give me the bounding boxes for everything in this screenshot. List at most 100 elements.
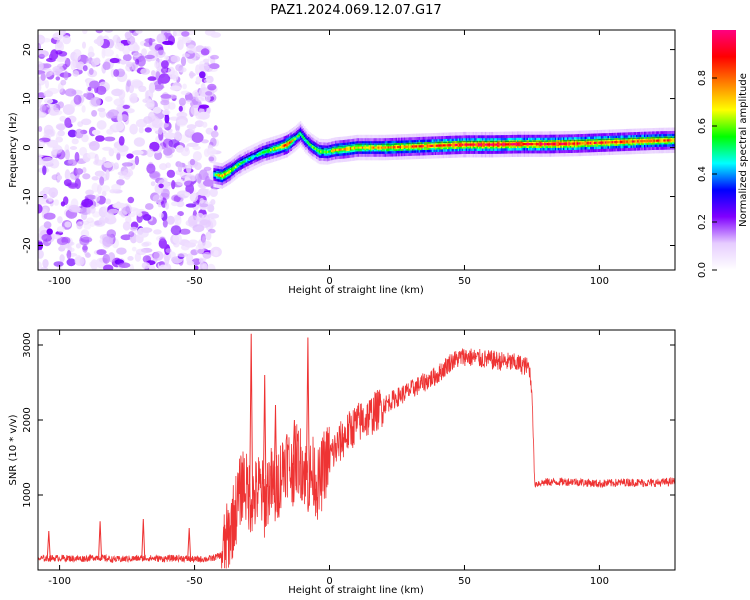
spectrogram-ridge-cell: [409, 145, 411, 148]
spectrogram-ridge-cell: [387, 146, 389, 149]
spectrogram-ridge-cell: [221, 174, 223, 178]
spectrogram-noise-blob: [90, 96, 102, 107]
spectrogram-noise-blob: [127, 256, 134, 261]
spectrogram-noise-blob: [89, 261, 97, 267]
spectrogram-ridge-cell: [618, 140, 620, 144]
spectrogram-noise-blob: [95, 30, 104, 34]
spectrogram-ridge-cell: [523, 143, 526, 146]
spectrogram-ridge-cell: [229, 170, 232, 173]
spectrogram-ridge-cell: [579, 142, 581, 145]
spectrogram-noise-blob: [91, 176, 99, 181]
spectrogram-ridge-cell: [444, 144, 446, 147]
spectrogram-ridge-cell: [334, 148, 337, 152]
spectrogram-noise-blob: [186, 124, 197, 130]
spectrogram-ridge-cell: [550, 142, 553, 146]
spectrogram-noise-blob: [171, 70, 179, 82]
spectrogram-noise-blob: [82, 30, 88, 35]
spectrogram-noise-blob: [159, 236, 166, 242]
spectrogram-noise-blob: [81, 198, 94, 208]
spectrogram-xtick-label: 50: [458, 276, 471, 287]
snr-plot-area: [38, 333, 675, 569]
spectrogram-noise-blob: [127, 213, 136, 218]
spectrogram-ridge-cell: [336, 148, 338, 151]
spectrogram-noise-blob: [119, 114, 129, 122]
spectrogram-ridge-cell: [232, 167, 234, 171]
spectrogram-noise-blob: [51, 234, 62, 240]
spectrogram-noise-blob: [138, 85, 147, 93]
spectrogram-ridge-cell: [617, 140, 619, 144]
snr-spike: [46, 530, 51, 561]
spectrogram-ridge-cell: [465, 143, 468, 146]
spectrogram-noise-blob: [136, 55, 146, 67]
spectrogram-ridge-cell: [285, 144, 287, 147]
spectrogram-ridge-cell: [510, 143, 512, 146]
spectrogram-noise-blob: [75, 243, 81, 249]
spectrogram-ridge-cell: [483, 143, 485, 146]
spectrogram-noise-blob: [62, 196, 69, 206]
spectrogram-ridge-cell: [669, 139, 672, 142]
spectrogram-ridge-cell: [457, 143, 460, 146]
spectrogram-noise-blob: [55, 54, 67, 63]
spectrogram-noise-blob: [161, 60, 169, 69]
spectrogram-ridge-cell: [378, 146, 380, 149]
snr-spike: [305, 337, 310, 499]
spectrogram-ytick-label: -10: [22, 188, 33, 204]
spectrogram-ridge-cell: [534, 143, 537, 146]
spectrogram-noise-blob: [172, 233, 182, 245]
spectrogram-ytick-label: 20: [22, 43, 33, 56]
spectrogram-noise-blob: [83, 93, 88, 98]
spectrogram-noise-blob: [168, 139, 180, 148]
spectrogram-ridge-cell: [411, 145, 414, 148]
figure-title: PAZ1.2024.069.12.07.G17: [270, 3, 441, 18]
spectrogram-ridge-cell: [282, 145, 284, 148]
spectrogram-ridge-cell: [515, 143, 518, 146]
spectrogram-noise-blob: [200, 48, 210, 56]
spectrogram-noise-blob: [82, 65, 88, 72]
spectrogram-noise-blob: [185, 219, 196, 227]
spectrogram-noise-blob: [155, 49, 166, 58]
snr-spike: [273, 404, 278, 511]
spectrogram-xtick-label: 100: [590, 276, 609, 287]
spectrogram-ridge-cell: [561, 142, 564, 145]
spectrogram-noise-blob: [43, 212, 56, 220]
spectrogram-ridge-cell: [650, 139, 653, 142]
spectrogram-ridge-cell: [395, 146, 398, 149]
snr-xtick-label: 100: [590, 576, 609, 587]
spectrogram-ridge-cell: [569, 142, 572, 145]
spectrogram-ridge-cell: [414, 145, 416, 148]
spectrogram-noise-blob: [143, 41, 153, 47]
spectrogram-ridge-cell: [467, 143, 469, 146]
spectrogram-noise-blob: [154, 60, 159, 69]
snr-ytick-label: 3000: [22, 332, 33, 357]
spectrogram-ridge-cell: [356, 146, 358, 149]
spectrogram-noise-blob: [176, 200, 185, 208]
spectrogram-noise-blob: [159, 163, 168, 171]
spectrogram-ridge-cell: [614, 141, 616, 144]
spectrogram-ridge-cell: [455, 143, 457, 147]
spectrogram-ridge-cell: [441, 144, 443, 147]
spectrogram-noise-blob: [166, 169, 176, 178]
spectrogram-noise-blob: [153, 251, 164, 261]
spectrogram-ridge-cell: [499, 143, 502, 146]
spectrogram-ridge-cell: [622, 140, 624, 143]
spectrogram-noise-blob: [102, 48, 114, 57]
snr-ytick-label: 1000: [22, 482, 33, 507]
spectrogram-ridge-cell: [633, 140, 635, 143]
spectrogram-ridge-cell: [330, 149, 333, 153]
spectrogram-noise-blob: [177, 252, 188, 258]
spectrogram-noise-blob: [209, 171, 215, 181]
spectrogram-noise-blob: [147, 76, 157, 81]
spectrogram-ridge-cell: [656, 139, 658, 142]
spectrogram-noise-blob: [133, 44, 140, 52]
spectrogram-ridge-cell: [449, 144, 452, 147]
spectrogram-noise-blob: [88, 46, 94, 57]
spectrogram-noise-blob: [103, 264, 114, 270]
colorbar-label: Normalized spectral amplitude: [738, 73, 749, 227]
spectrogram-ridge-cell: [537, 143, 539, 146]
spectrogram-noise-blob: [101, 185, 111, 192]
spectrogram-noise-blob: [82, 173, 91, 180]
spectrogram-ridge-cell: [286, 143, 288, 146]
spectrogram-noise-blob: [165, 248, 172, 254]
spectrogram-noise-blob: [89, 220, 96, 227]
spectrogram-ridge-cell: [638, 140, 641, 143]
